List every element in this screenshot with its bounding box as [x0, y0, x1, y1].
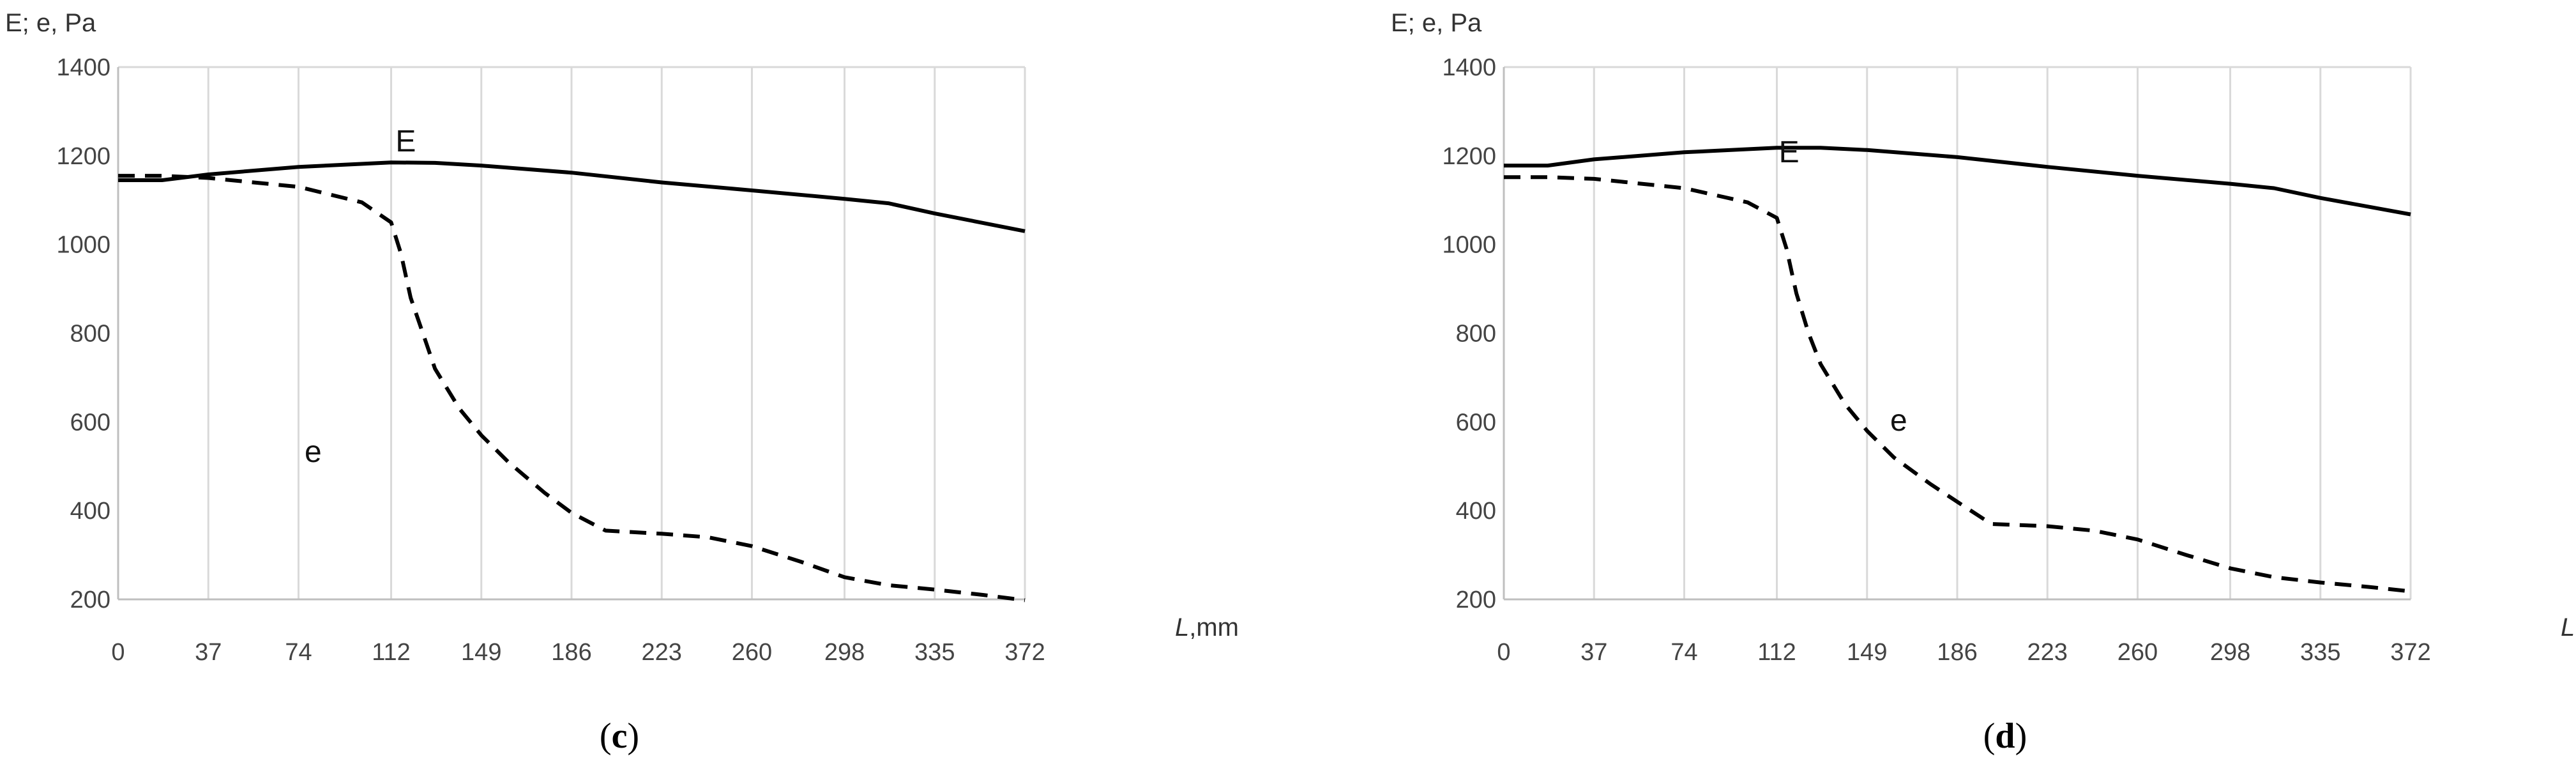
- y-tick-label: 400: [70, 498, 110, 525]
- y-tick-label: 1200: [56, 143, 110, 170]
- y-tick-label: 1000: [56, 232, 110, 259]
- x-tick-label: 0: [111, 639, 125, 666]
- chart-panel-d: E; e, Pa 200 400 600 800 1000 1200 1400 0 37 74 11…: [1386, 0, 2576, 777]
- x-tick-label: 298: [824, 639, 865, 666]
- y-tick-label: 1000: [1442, 232, 1496, 259]
- x-tick-label: 372: [2390, 639, 2430, 666]
- panel-caption-c: (c): [599, 716, 640, 756]
- y-axis-title: E; e, Pa: [5, 9, 96, 37]
- chart-plot-d: 200 400 600 800 1000 1200 1400 0 37 74 112 149 186 22…: [1442, 54, 2430, 666]
- y-tick-label: 600: [70, 409, 110, 436]
- series-line-e: [118, 174, 1026, 603]
- x-tick-label: 149: [1847, 639, 1887, 666]
- x-tick-label: 223: [642, 639, 682, 666]
- y-tick-label: 1400: [56, 54, 110, 81]
- x-tick-label: 112: [372, 639, 411, 666]
- y-tick-label: 200: [70, 587, 110, 613]
- series-label-e: e: [305, 435, 322, 469]
- x-tick-label: 372: [1004, 639, 1045, 666]
- x-tick-label: 37: [1580, 639, 1607, 666]
- x-tick-label: 112: [1757, 639, 1796, 666]
- x-axis-title: L,mm: [2561, 613, 2576, 642]
- x-tick-label: 37: [195, 639, 222, 666]
- x-axis-title-unit: ,mm: [2575, 613, 2576, 642]
- x-tick-label: 223: [2027, 639, 2068, 666]
- series-line-E: [118, 160, 1026, 233]
- panel-caption-letter: d: [1995, 716, 2015, 756]
- x-tick-label: 260: [732, 639, 772, 666]
- x-tick-label: 186: [1937, 639, 1977, 666]
- y-tick-label: 1200: [1442, 143, 1496, 170]
- chart-plot-c: 200 400 600 800 1000 1200 1400 0 37 74 112 149 186 22…: [56, 54, 1045, 666]
- series-label-E: E: [395, 125, 416, 158]
- x-axis-title-unit: ,mm: [1189, 613, 1239, 642]
- y-tick-label: 600: [1456, 409, 1496, 436]
- x-tick-label: 74: [1671, 639, 1697, 666]
- series-line-E: [1504, 146, 2411, 217]
- panel-caption-d: (d): [1983, 716, 2027, 756]
- y-tick-label: 200: [1456, 587, 1496, 613]
- y-tick-label: 800: [70, 321, 110, 348]
- chart-panel-c: E; e, Pa 200 400 600 800 1000 1200 1400 0 37 74 11…: [0, 0, 1239, 777]
- x-axis-title-var: L: [1174, 613, 1190, 642]
- x-tick-label: 335: [2300, 639, 2340, 666]
- x-tick-label: 149: [461, 639, 501, 666]
- y-axis-title: E; e, Pa: [1391, 9, 1482, 37]
- y-tick-label: 400: [1456, 498, 1496, 525]
- series-line-e: [1504, 175, 2411, 594]
- series-label-e: e: [1890, 404, 1907, 438]
- panel-caption-letter: c: [611, 716, 628, 756]
- y-tick-label: 800: [1456, 321, 1496, 348]
- x-axis-title: L,mm: [1175, 613, 1239, 642]
- y-tick-label: 1400: [1442, 54, 1496, 81]
- x-tick-label: 74: [285, 639, 312, 666]
- x-axis-title-var: L: [2560, 613, 2575, 642]
- series-label-E: E: [1779, 135, 1799, 169]
- x-tick-label: 335: [914, 639, 955, 666]
- x-tick-label: 186: [551, 639, 591, 666]
- x-tick-label: 260: [2118, 639, 2158, 666]
- x-tick-label: 298: [2210, 639, 2250, 666]
- x-tick-label: 0: [1497, 639, 1510, 666]
